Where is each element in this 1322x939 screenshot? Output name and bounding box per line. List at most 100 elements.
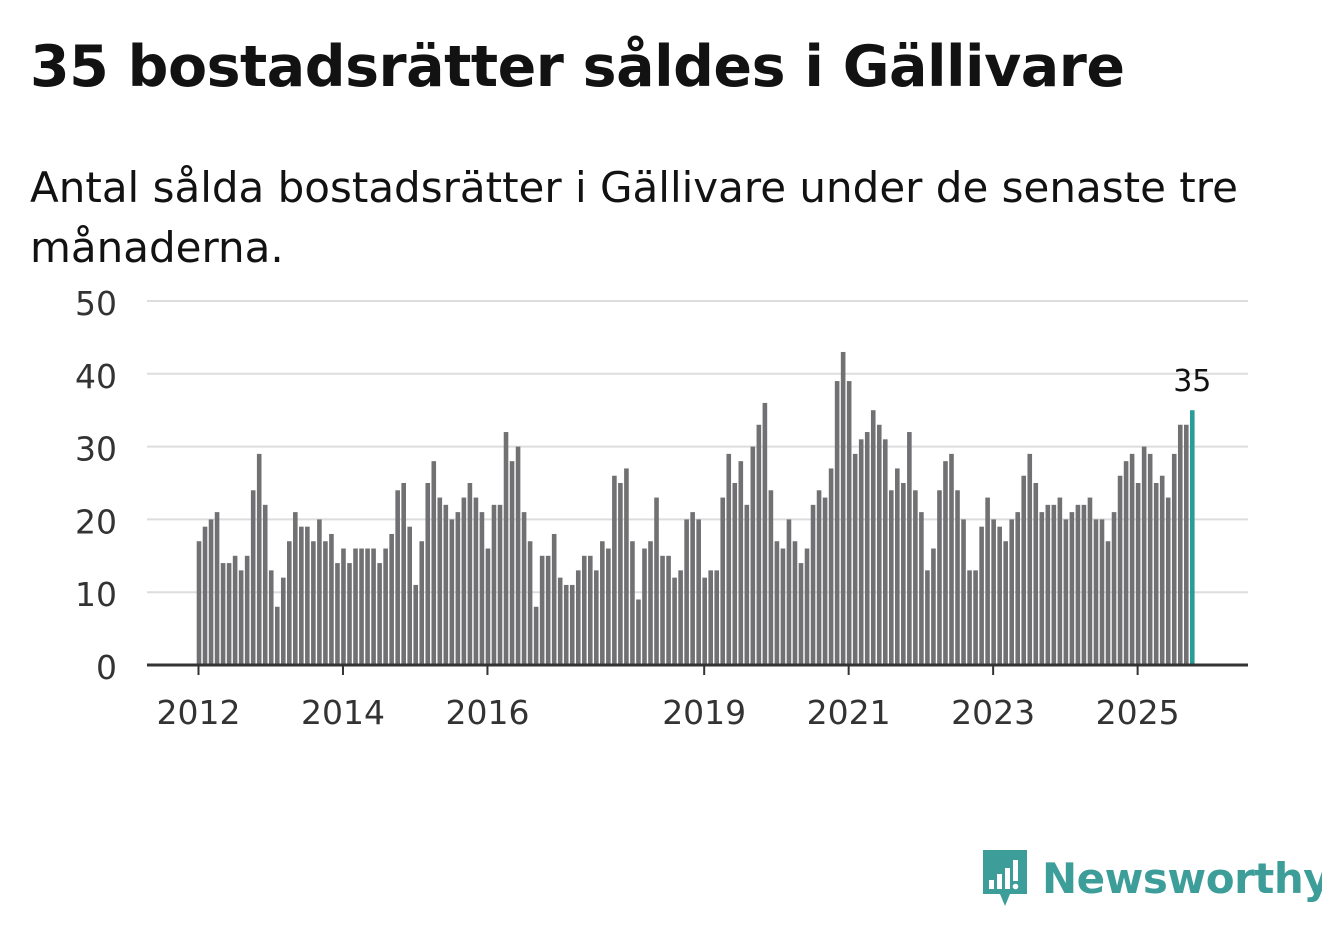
bar bbox=[407, 526, 412, 665]
y-tick-label: 10 bbox=[75, 575, 117, 614]
bar bbox=[371, 548, 376, 665]
bar bbox=[551, 533, 557, 665]
bar bbox=[792, 541, 798, 665]
bar bbox=[497, 504, 503, 665]
bar bbox=[750, 446, 756, 665]
bar bbox=[997, 526, 1002, 665]
bar bbox=[804, 548, 810, 665]
x-tick-label: 2016 bbox=[445, 693, 529, 732]
bar bbox=[1159, 475, 1165, 665]
bar bbox=[1129, 453, 1135, 665]
bar bbox=[594, 570, 599, 665]
bar bbox=[955, 490, 960, 665]
bar bbox=[1093, 519, 1099, 665]
bar bbox=[419, 541, 425, 665]
bar bbox=[852, 453, 858, 665]
bar bbox=[1069, 512, 1075, 665]
bar bbox=[1045, 504, 1051, 665]
bar bbox=[895, 468, 900, 665]
y-tick-label: 20 bbox=[75, 502, 117, 541]
bar bbox=[1009, 519, 1014, 665]
bar bbox=[347, 563, 352, 665]
bar bbox=[389, 533, 394, 665]
bar bbox=[491, 504, 497, 665]
bar bbox=[648, 541, 653, 665]
bar bbox=[232, 555, 238, 665]
bar-highlight bbox=[1190, 410, 1195, 665]
bar bbox=[509, 461, 515, 665]
bar bbox=[690, 512, 695, 665]
bar bbox=[672, 577, 677, 665]
bar bbox=[858, 439, 864, 665]
bar bbox=[377, 563, 382, 665]
bar bbox=[1117, 475, 1123, 665]
bar bbox=[413, 584, 419, 665]
data-label: 35 bbox=[1173, 364, 1211, 399]
bar bbox=[467, 483, 473, 665]
bar bbox=[401, 483, 406, 665]
bar bbox=[280, 577, 286, 665]
bar bbox=[810, 504, 816, 665]
bar bbox=[1003, 541, 1008, 665]
bar bbox=[226, 563, 232, 665]
bar bbox=[882, 439, 888, 665]
chart-title: 35 bostadsrätter såldes i Gällivare bbox=[30, 34, 1125, 100]
bar bbox=[1021, 475, 1027, 665]
bar bbox=[1099, 519, 1105, 665]
bar bbox=[214, 512, 220, 665]
bar bbox=[732, 483, 738, 665]
bar bbox=[1153, 483, 1159, 665]
bar bbox=[1123, 461, 1129, 665]
bar bbox=[437, 497, 443, 665]
bar bbox=[1051, 504, 1057, 665]
bar bbox=[816, 490, 822, 665]
bar bbox=[937, 490, 942, 665]
bar bbox=[991, 519, 996, 665]
bar bbox=[244, 555, 250, 665]
y-axis-labels: 0 10 20 30 40 50 bbox=[75, 284, 117, 687]
bar bbox=[738, 461, 744, 665]
bar bbox=[654, 497, 659, 665]
bar bbox=[1063, 519, 1069, 665]
x-tick-label: 2025 bbox=[1096, 693, 1180, 732]
bar bbox=[744, 504, 750, 665]
bar bbox=[250, 490, 256, 665]
bar bbox=[365, 548, 370, 665]
bar bbox=[925, 570, 930, 665]
bar bbox=[786, 519, 792, 665]
x-tick-label: 2023 bbox=[951, 693, 1035, 732]
bar bbox=[1015, 512, 1021, 665]
bar bbox=[305, 526, 310, 665]
bar bbox=[973, 570, 978, 665]
bar bbox=[581, 555, 587, 665]
bar bbox=[907, 432, 912, 665]
bar bbox=[834, 381, 840, 665]
bar bbox=[726, 453, 732, 665]
bar bbox=[967, 570, 972, 665]
bar bbox=[708, 570, 713, 665]
bar bbox=[618, 483, 623, 665]
y-tick-label: 40 bbox=[75, 357, 117, 396]
bar bbox=[443, 504, 449, 665]
bar bbox=[1081, 504, 1087, 665]
bar bbox=[395, 490, 400, 665]
bar bbox=[720, 497, 726, 665]
bar bbox=[563, 584, 569, 665]
bar bbox=[588, 555, 593, 665]
bar bbox=[311, 541, 316, 665]
bar bbox=[913, 490, 918, 665]
bar bbox=[1183, 424, 1189, 665]
bar bbox=[606, 548, 611, 665]
bar bbox=[268, 570, 274, 665]
bar bbox=[612, 475, 617, 665]
bar bbox=[425, 483, 431, 665]
bars bbox=[196, 351, 1195, 665]
bar bbox=[1177, 424, 1183, 665]
bar bbox=[274, 606, 280, 665]
bar bbox=[714, 570, 720, 665]
bar bbox=[666, 555, 671, 665]
bar bbox=[1141, 446, 1147, 665]
bar bbox=[1111, 512, 1117, 665]
bar bbox=[889, 490, 894, 665]
bar bbox=[503, 432, 509, 665]
